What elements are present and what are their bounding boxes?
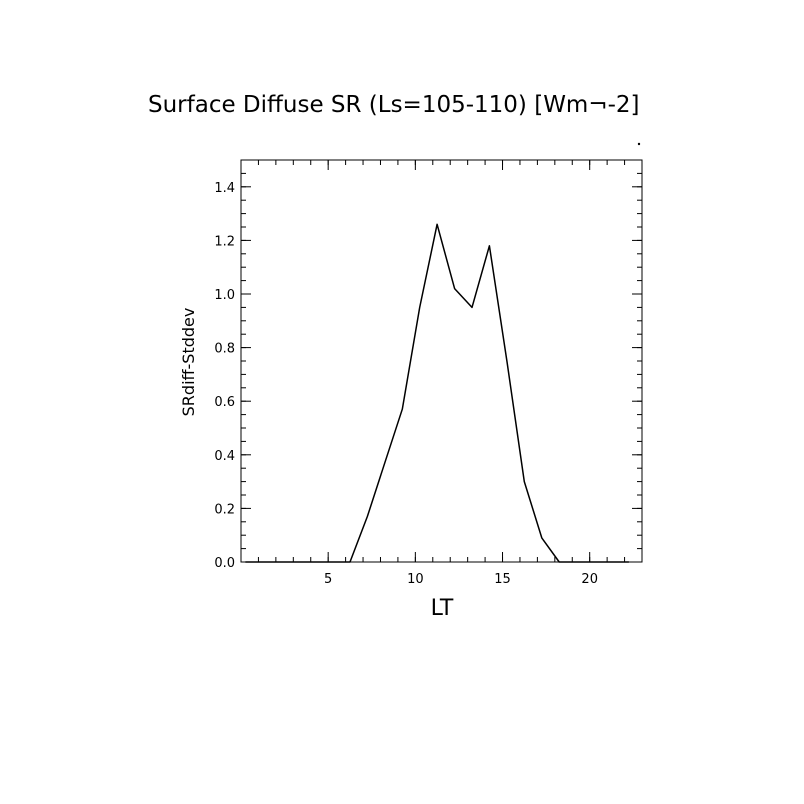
series-line — [245, 223, 629, 563]
y-tick-label: 0.2 — [214, 502, 235, 517]
y-tick-label: 0.6 — [214, 395, 235, 410]
y-tick-label: 0.4 — [214, 449, 235, 464]
y-tick-label: 1.4 — [214, 181, 235, 196]
corner-dot — [637, 142, 641, 146]
x-axis-label: LT — [431, 596, 454, 621]
y-tick-label: 0.8 — [214, 342, 235, 357]
x-tick-label: 10 — [407, 572, 424, 587]
y-tick-label: 1.2 — [214, 234, 235, 249]
x-tick-label: 20 — [581, 572, 598, 587]
y-axis-label: SRdiff-Stddev — [179, 308, 198, 417]
y-tick-label: 0.0 — [214, 556, 235, 571]
x-tick-label: 15 — [494, 572, 511, 587]
chart-title: Surface Diffuse SR (Ls=105-110) [Wm¬-2] — [148, 92, 640, 118]
x-tick-label: 5 — [324, 572, 332, 587]
axes-frame — [240, 159, 643, 563]
plot-area: 5 10 15 20 0.0 0.2 0.4 0.6 0.8 1.0 1.2 1.4 — [214, 159, 643, 587]
y-tick-label: 1.0 — [214, 288, 235, 303]
